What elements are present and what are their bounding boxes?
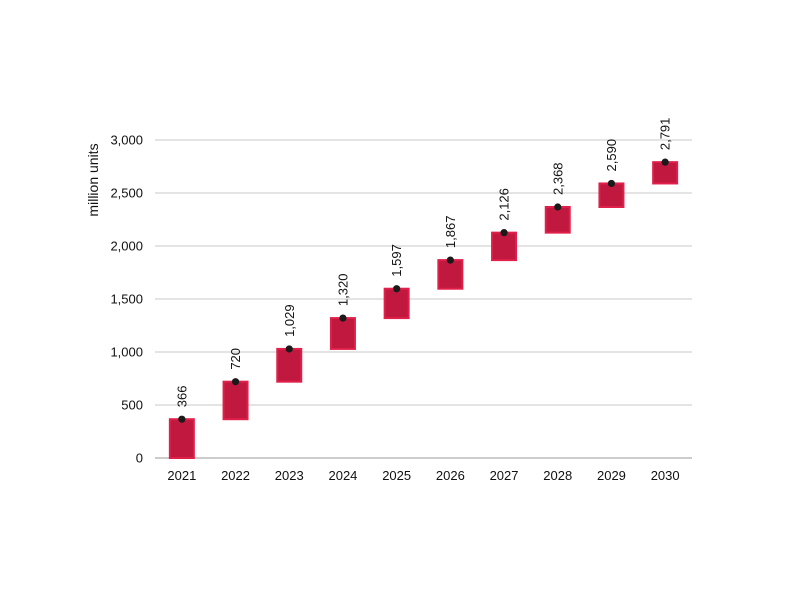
value-markers bbox=[178, 158, 669, 423]
x-tick-label: 2025 bbox=[382, 468, 411, 483]
x-tick-label: 2030 bbox=[651, 468, 680, 483]
x-tick-label: 2022 bbox=[221, 468, 250, 483]
y-tick-label: 1,000 bbox=[110, 345, 143, 360]
x-tick-label: 2028 bbox=[543, 468, 572, 483]
y-tick-label: 1,500 bbox=[110, 292, 143, 307]
bar bbox=[168, 418, 195, 460]
x-axis-ticks: 2021 2022 2023 2024 2025 2026 2027 2028 2029 2030 bbox=[167, 468, 679, 483]
y-tick-label: 2,000 bbox=[110, 239, 143, 254]
x-tick-label: 2021 bbox=[167, 468, 196, 483]
value-marker bbox=[607, 179, 616, 188]
value-marker bbox=[285, 345, 293, 353]
data-label: 366 bbox=[174, 386, 189, 408]
x-tick-label: 2029 bbox=[597, 468, 626, 483]
data-label: 2,590 bbox=[604, 139, 619, 172]
bar bbox=[222, 380, 249, 421]
bar bbox=[491, 231, 518, 262]
bar bbox=[544, 205, 571, 234]
value-marker bbox=[500, 229, 508, 237]
bar bbox=[329, 317, 356, 350]
value-marker bbox=[231, 378, 240, 386]
value-marker bbox=[339, 314, 347, 322]
x-tick-label: 2023 bbox=[275, 468, 304, 483]
data-label: 720 bbox=[228, 348, 243, 370]
data-label: 2,126 bbox=[497, 188, 512, 221]
data-label: 1,320 bbox=[335, 274, 350, 307]
y-tick-label: 0 bbox=[136, 451, 143, 466]
y-axis-ticks: 0 500 1,000 1,500 2,000 2,500 3,000 bbox=[110, 133, 143, 466]
y-tick-label: 3,000 bbox=[110, 133, 143, 148]
data-labels: 366 720 1,029 1,320 1,597 1,867 2,126 2,368 2,59… bbox=[174, 118, 672, 408]
data-label: 1,029 bbox=[282, 304, 297, 337]
data-label: 1,597 bbox=[389, 244, 404, 277]
x-tick-label: 2024 bbox=[328, 468, 357, 483]
value-marker bbox=[661, 158, 669, 166]
value-marker bbox=[446, 256, 454, 264]
bar bbox=[437, 259, 464, 290]
value-marker bbox=[554, 203, 562, 211]
bar bbox=[276, 347, 303, 383]
y-tick-label: 500 bbox=[121, 398, 143, 413]
bar bbox=[383, 287, 410, 320]
x-tick-label: 2027 bbox=[490, 468, 519, 483]
x-tick-label: 2026 bbox=[436, 468, 465, 483]
value-marker bbox=[178, 415, 186, 423]
y-axis-label: million units bbox=[85, 143, 101, 216]
value-marker bbox=[393, 285, 401, 293]
data-label: 2,791 bbox=[658, 118, 673, 151]
bars bbox=[168, 161, 679, 460]
data-label: 2,368 bbox=[550, 162, 565, 195]
y-tick-label: 2,500 bbox=[110, 186, 143, 201]
data-label: 1,867 bbox=[443, 216, 458, 249]
